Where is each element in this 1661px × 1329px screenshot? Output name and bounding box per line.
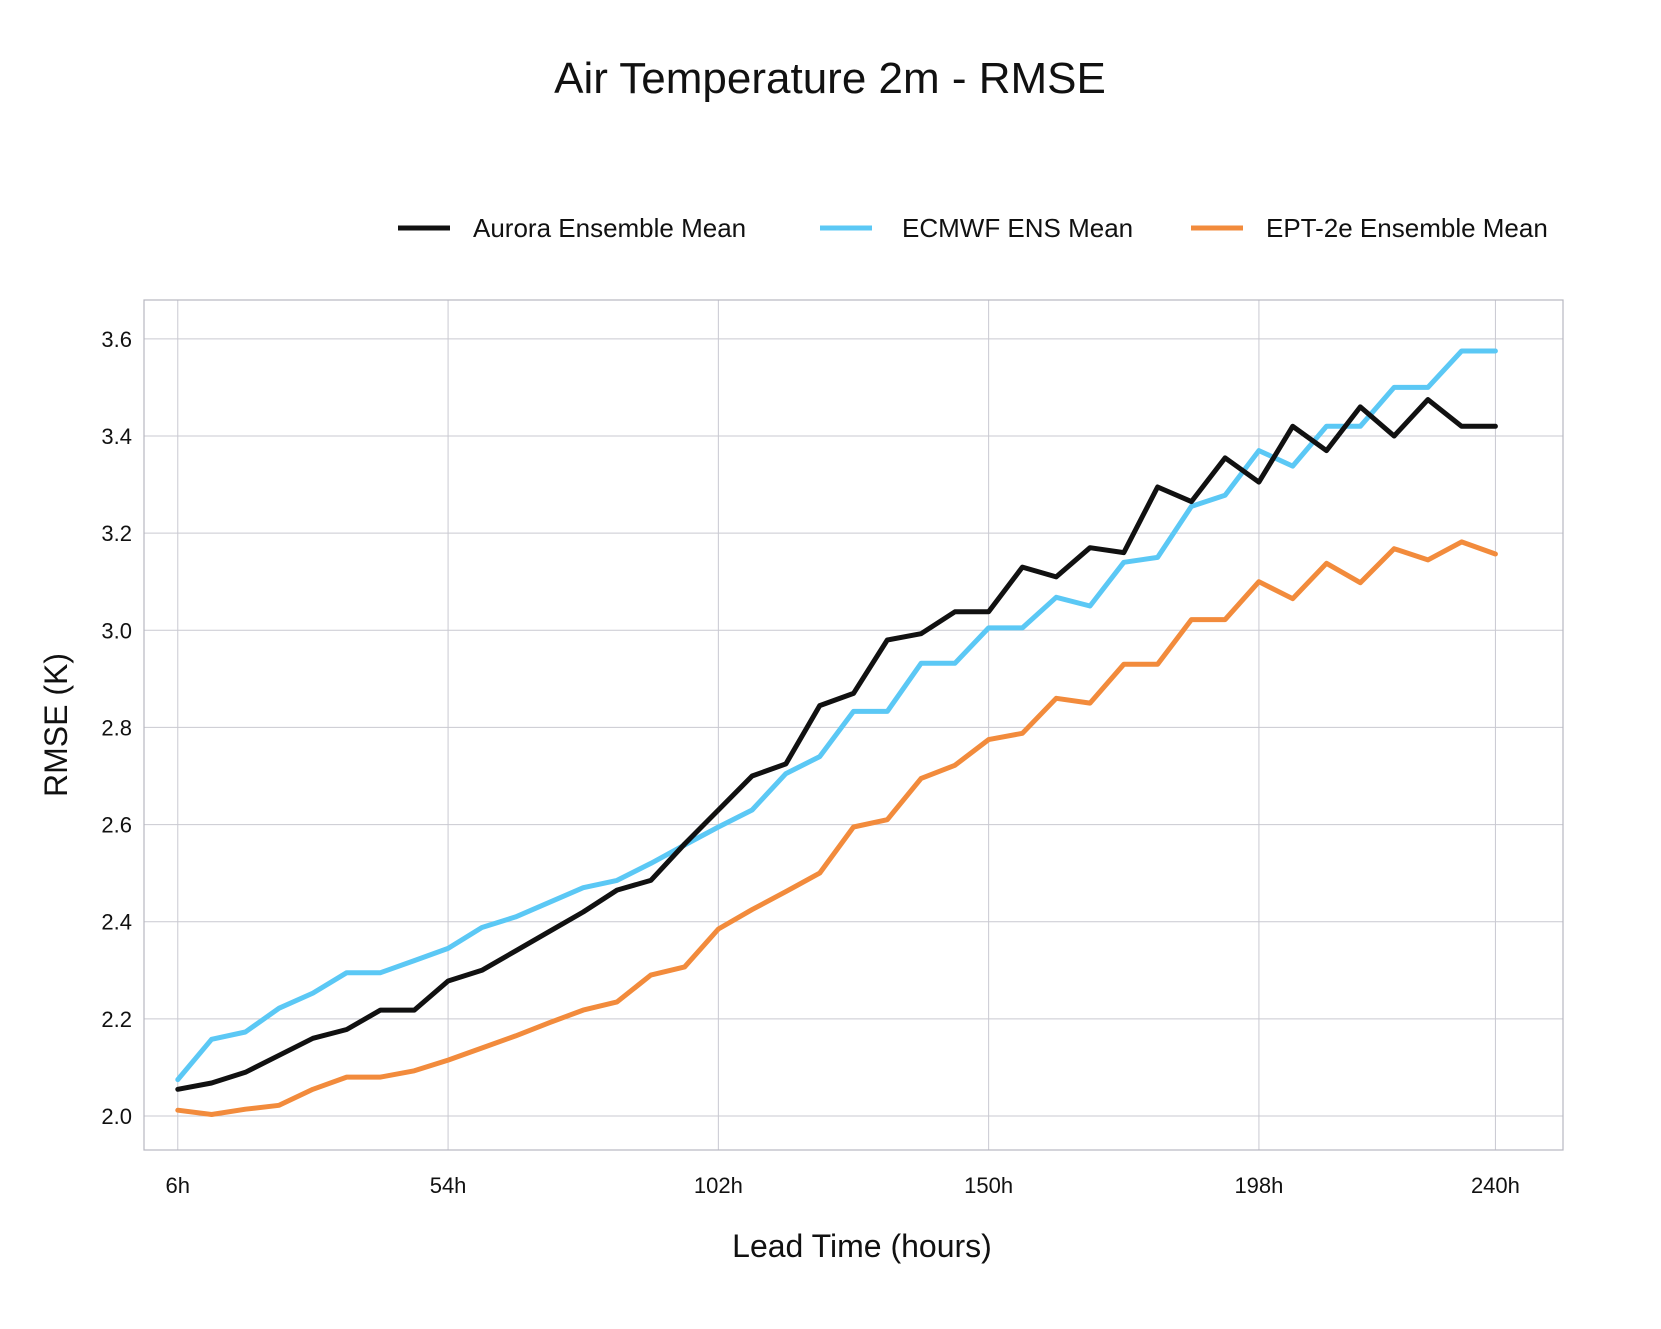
y-axis-label: RMSE (K) (38, 653, 74, 797)
y-tick-label: 2.2 (101, 1007, 132, 1032)
y-tick-label: 3.6 (101, 327, 132, 352)
y-tick-label: 3.2 (101, 521, 132, 546)
y-axis-ticks: 2.0 2.2 2.4 2.6 2.8 3.0 3.2 3.4 3.6 (101, 327, 132, 1129)
series-line-ecmwf-ens-mean (175, 348, 1498, 1083)
legend-label-ept-2e-ensemble-mean: EPT-2e Ensemble Mean (1266, 213, 1548, 243)
x-tick-label: 150h (964, 1173, 1013, 1198)
y-tick-label: 2.4 (101, 910, 132, 935)
series-line-aurora-ensemble-mean (175, 397, 1498, 1092)
x-tick-label: 198h (1234, 1173, 1283, 1198)
legend: Aurora Ensemble Mean ECMWF ENS Mean EPT-2e… (398, 213, 1548, 243)
legend-label-ecmwf-ens-mean: ECMWF ENS Mean (902, 213, 1133, 243)
plot-area-frame (143, 299, 1564, 1151)
x-axis-ticks: 6h 54h 102h 150h 198h 240h (166, 1173, 1520, 1198)
chart-title: Air Temperature 2m - RMSE (554, 54, 1106, 103)
x-tick-label: 102h (694, 1173, 743, 1198)
y-tick-label: 2.6 (101, 813, 132, 838)
x-tick-label: 6h (166, 1173, 190, 1198)
legend-label-aurora-ensemble-mean: Aurora Ensemble Mean (473, 213, 746, 243)
x-tick-label: 54h (430, 1173, 467, 1198)
x-axis-label: Lead Time (hours) (732, 1228, 992, 1264)
y-tick-label: 2.0 (101, 1104, 132, 1129)
y-tick-label: 2.8 (101, 715, 132, 740)
y-tick-label: 3.4 (101, 424, 132, 449)
series-layer (175, 348, 1498, 1117)
y-tick-label: 3.0 (101, 618, 132, 643)
x-tick-label: 240h (1471, 1173, 1520, 1198)
series-line-ept-2e-ensemble-mean (175, 539, 1498, 1117)
